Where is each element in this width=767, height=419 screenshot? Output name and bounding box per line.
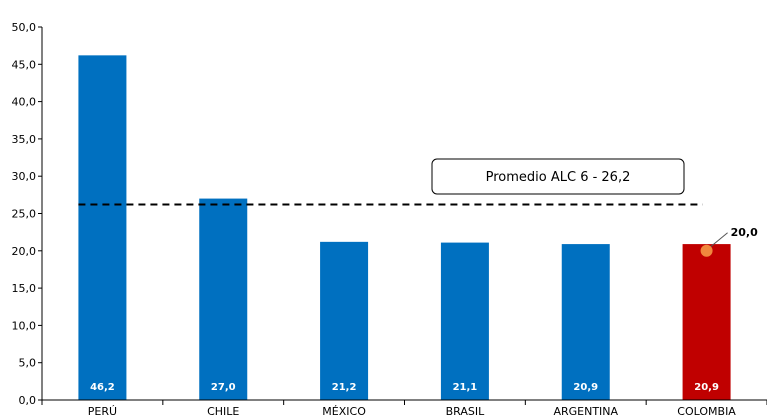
reference-label-box <box>431 158 685 195</box>
bars: 46,2 27,0 21,2 21,1 20,9 20,9 <box>78 55 731 401</box>
bar-value-label: 21,2 <box>332 382 357 393</box>
reference-label: Promedio ALC 6 - 26,2 <box>486 170 631 185</box>
bar <box>682 244 731 400</box>
bar <box>440 242 489 400</box>
y-tick-label: 50,0 <box>12 21 37 34</box>
x-category-label: CHILE <box>207 405 239 418</box>
y-tick-label: 15,0 <box>12 282 37 295</box>
marker-leader-line <box>710 232 728 248</box>
y-tick-label: 35,0 <box>12 133 37 146</box>
marker-group: 20,0 <box>700 226 758 257</box>
bar-value-label: 20,9 <box>694 382 719 393</box>
y-tick-label: 25,0 <box>12 208 37 221</box>
bar-value-label: 20,9 <box>573 382 598 393</box>
marker-label: 20,0 <box>731 226 758 239</box>
bar-value-label: 27,0 <box>211 382 236 393</box>
y-tick-label: 40,0 <box>12 96 37 109</box>
x-category-label: ARGENTINA <box>553 405 618 418</box>
y-tick-label: 20,0 <box>12 245 37 258</box>
y-tick-label: 5,0 <box>19 357 37 370</box>
x-category-label: MÉXICO <box>322 405 366 418</box>
y-tick-label: 0,0 <box>19 394 37 407</box>
reference-line-group: Promedio ALC 6 - 26,2 <box>78 158 703 206</box>
x-category-label: PERÚ <box>88 405 117 418</box>
y-tick-label: 10,0 <box>12 319 37 332</box>
bar-value-label: 46,2 <box>90 382 115 393</box>
bar <box>320 241 369 400</box>
y-axis: 0,0 5,0 10,0 15,0 20,0 25,0 30,0 35,0 40,0 45,0 50… <box>12 21 43 407</box>
y-tick-label: 45,0 <box>12 58 37 71</box>
x-category-label: COLOMBIA <box>677 405 736 418</box>
bar <box>561 244 610 400</box>
bar-value-label: 21,1 <box>453 382 478 393</box>
x-category-label: BRASIL <box>446 405 485 418</box>
x-axis: PERÚ CHILE MÉXICO BRASIL ARGENTINA COLOMBIA <box>41 399 767 418</box>
bar <box>199 198 248 400</box>
marker-point <box>700 244 713 257</box>
bar <box>78 55 127 401</box>
y-tick-label: 30,0 <box>12 170 37 183</box>
